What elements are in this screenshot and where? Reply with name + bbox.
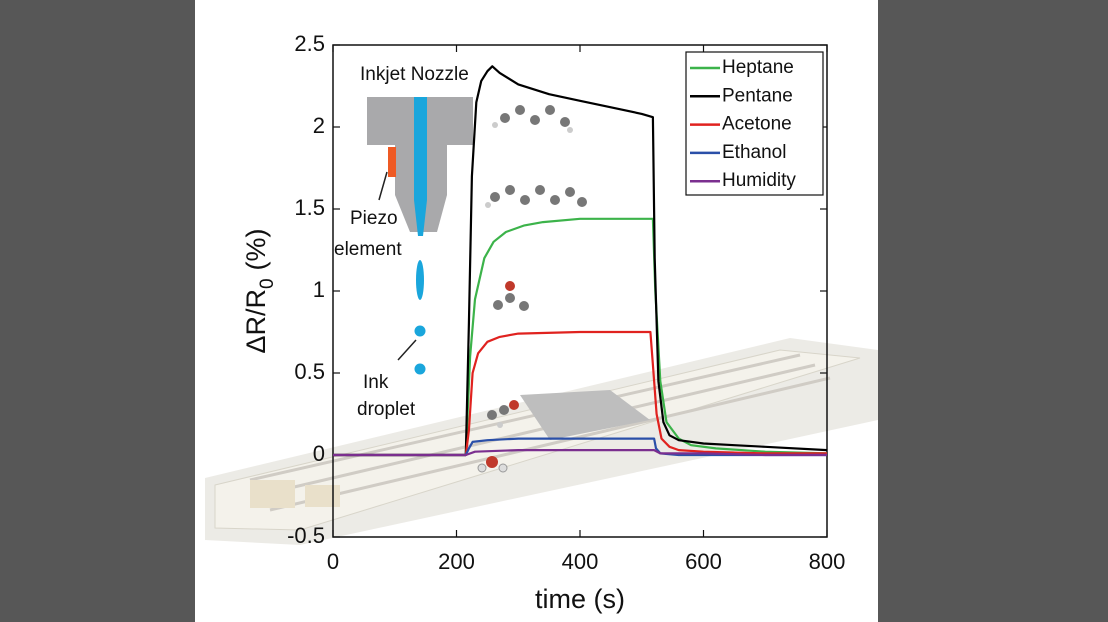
legend-label: Ethanol	[722, 142, 786, 163]
x-tick-label: 200	[438, 549, 475, 574]
annotation: Piezo	[350, 208, 398, 229]
y-tick-label: 0	[313, 441, 325, 466]
annotation: element	[334, 239, 402, 260]
x-tick-label: 600	[685, 549, 722, 574]
series-line	[333, 65, 828, 457]
molecules	[477, 105, 587, 473]
x-axis-label: time (s)	[535, 584, 625, 614]
legend-label: Humidity	[722, 170, 796, 191]
legend-label: Heptane	[722, 57, 794, 78]
x-tick-label: 400	[562, 549, 599, 574]
annotation: Ink	[363, 372, 389, 393]
y-tick-label: 0.5	[294, 359, 325, 384]
legend-label: Acetone	[722, 114, 792, 135]
y-label-subscript: 0	[257, 278, 278, 289]
annotation: Inkjet Nozzle	[360, 64, 469, 85]
y-label-suffix: (%)	[241, 228, 271, 270]
y-tick-label: 1.5	[294, 195, 325, 220]
nozzle-diagram	[367, 97, 473, 375]
y-tick-label: -0.5	[287, 523, 325, 548]
y-tick-label: 1	[313, 277, 325, 302]
legend-label: Pentane	[722, 85, 793, 106]
y-axis-label: ΔR/R0 (%)	[241, 228, 278, 353]
series-line	[333, 449, 827, 457]
series-line	[333, 330, 827, 457]
annotation: droplet	[357, 399, 416, 420]
y-tick-label: 2	[313, 113, 325, 138]
plot: 0 200 400 600 800-0.500.511.522.5HeptanePent…	[287, 31, 845, 574]
y-label-main: ΔR/R	[241, 289, 271, 354]
y-tick-label: 2.5	[294, 31, 325, 56]
x-tick-label: 0	[327, 549, 339, 574]
sensor-image	[205, 338, 878, 545]
x-tick-label: 800	[809, 549, 846, 574]
series-line	[333, 217, 828, 457]
